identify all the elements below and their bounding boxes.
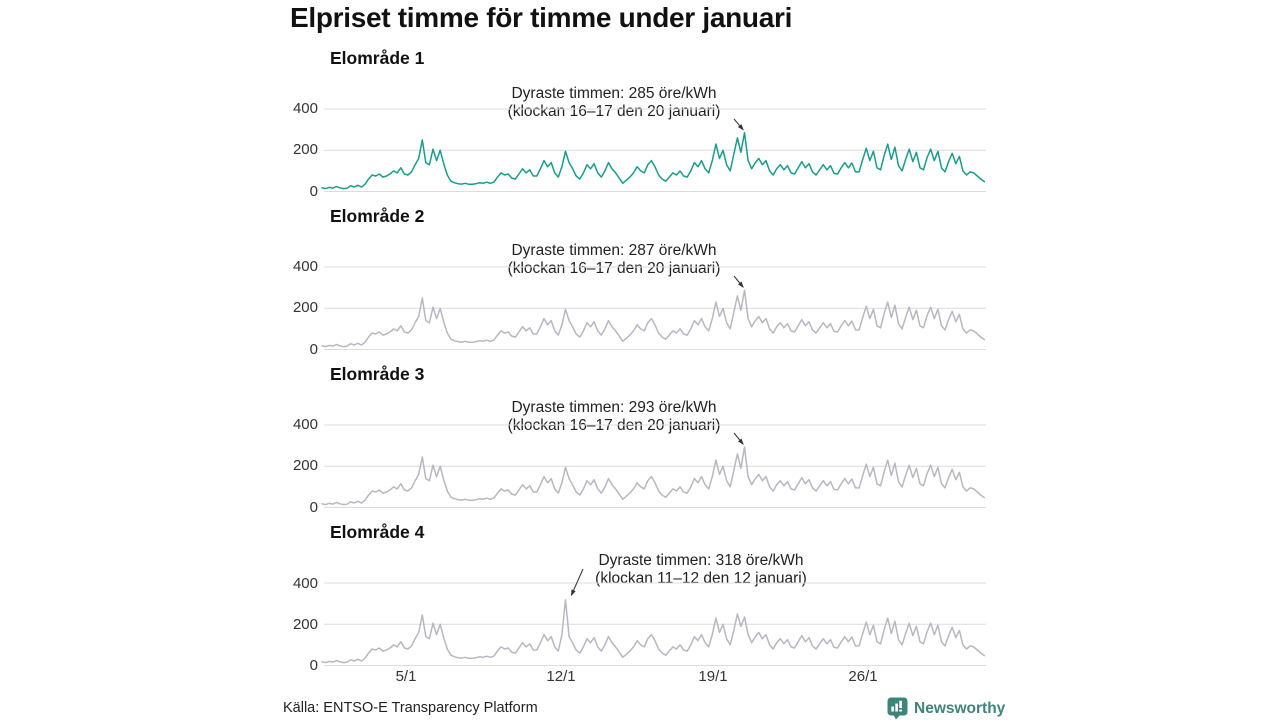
ytick-0: 0 [309,183,318,200]
annotation-line-1: Dyraste timmen: 287 öre/kWh [511,242,717,259]
newsworthy-brand-name: Newsworthy [914,699,1006,717]
annotation-line-1: Dyraste timmen: 318 öre/kWh [598,552,804,569]
annotation-arrow [733,118,744,131]
chart-1-annotation: Dyraste timmen: 285 öre/kWh (klockan 16–… [414,85,814,121]
ytick-200: 200 [292,616,318,633]
chart-4-title: Elområde 4 [330,522,425,542]
chart-2-plot [321,266,986,350]
source-credit: Källa: ENTSO-E Transparency Platform [283,700,538,716]
page-title: Elpriset timme för timme under januari [290,2,793,33]
xtick-5-1: 5/1 [395,668,417,685]
ytick-400: 400 [292,100,318,117]
price-line-elomrade-4 [321,599,986,664]
xtick-19-1: 19/1 [698,668,728,685]
price-line-elomrade-3 [321,446,986,506]
annotation-arrow [733,432,744,446]
ytick-0: 0 [309,657,318,674]
ytick-0: 0 [309,341,318,358]
chart-2-title: Elområde 2 [330,206,425,226]
ytick-0: 0 [309,499,318,516]
annotation-line-1: Dyraste timmen: 293 öre/kWh [511,399,717,416]
xtick-12-1: 12/1 [546,668,576,685]
annotation-line-1: Dyraste timmen: 285 öre/kWh [511,85,717,102]
chart-1-plot [321,108,986,192]
chart-1-title: Elområde 1 [330,48,425,68]
price-line-elomrade-2 [321,289,986,348]
chart-4-plot [321,568,986,666]
xtick-26-1: 26/1 [848,668,878,685]
chart-3-title: Elområde 3 [330,364,425,384]
ytick-200: 200 [292,299,318,316]
ytick-400: 400 [292,575,318,592]
price-line-elomrade-1 [321,131,986,190]
newsworthy-logo-icon [887,697,908,720]
newsworthy-brand: Newsworthy [887,697,1005,720]
ytick-400: 400 [292,258,318,275]
annotation-line-2: (klockan 16–17 den 20 januari) [507,102,721,120]
chart-3-plot [321,424,986,508]
annotation-arrow [570,568,584,597]
chart-2-annotation: Dyraste timmen: 287 öre/kWh (klockan 16–… [414,242,814,278]
annotation-line-2: (klockan 16–17 den 20 januari) [507,259,721,277]
ytick-400: 400 [292,416,318,433]
ytick-200: 200 [292,141,318,158]
annotation-arrow [733,275,744,289]
ytick-200: 200 [292,457,318,474]
